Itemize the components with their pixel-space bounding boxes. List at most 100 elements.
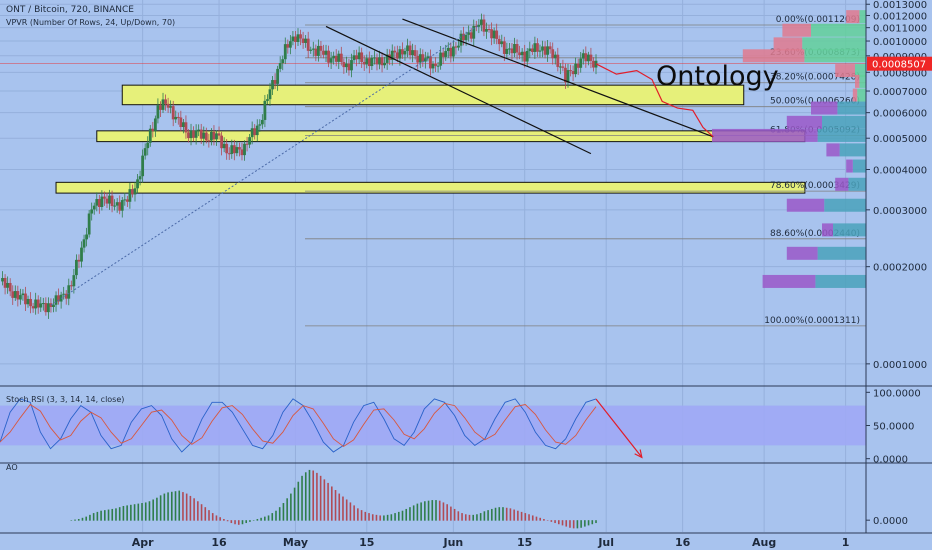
vpvr-up-bar — [837, 101, 866, 115]
candle-body — [464, 34, 468, 41]
candle-body — [360, 52, 364, 62]
vpvr-down-bar — [786, 246, 818, 260]
candle-body — [553, 54, 557, 59]
vpvr-down-bar — [822, 223, 833, 237]
vpvr-down-bar — [835, 64, 855, 78]
candle-body — [194, 130, 198, 138]
candle-body — [184, 122, 188, 133]
candle-body — [533, 43, 537, 52]
candle-body — [151, 128, 155, 131]
stoch-arrow-head — [634, 449, 643, 459]
candle-body — [426, 56, 430, 59]
candle-body — [365, 58, 369, 65]
candle-body — [271, 80, 274, 90]
candle-body — [467, 32, 471, 35]
stoch-rsi-label: Stoch RSI (3, 3, 14, 14, close) — [6, 395, 124, 404]
candle-body — [416, 56, 420, 63]
stoch-tick-label: 50.0000 — [873, 421, 914, 432]
price-tick-label: 0.0004000 — [873, 165, 927, 176]
candle-body — [39, 303, 43, 308]
candle-body — [398, 49, 402, 59]
candle-body — [579, 58, 583, 68]
candle-body — [29, 298, 32, 307]
vpvr-up-bar — [822, 115, 866, 129]
candle-body — [304, 38, 308, 43]
candle-body — [31, 306, 35, 309]
candle-body — [502, 41, 506, 54]
candle-body — [485, 29, 488, 32]
candle-body — [383, 62, 387, 66]
candle-body — [118, 202, 122, 211]
candle-body — [232, 145, 236, 154]
candle-body — [57, 295, 60, 302]
time-tick-label: 15 — [517, 536, 532, 549]
candle-body — [375, 57, 379, 65]
candle-body — [131, 189, 134, 195]
candle-body — [87, 213, 91, 235]
candle-body — [561, 66, 565, 68]
candle-body — [431, 63, 435, 69]
candle-body — [523, 51, 527, 62]
price-tick-label: 0.0007000 — [873, 87, 927, 98]
candle-body — [487, 29, 491, 31]
vpvr-down-bar — [742, 49, 805, 63]
candle-body — [235, 147, 239, 154]
candle-body — [541, 46, 544, 51]
stoch-rsi-pane: 100.0000 50.0000 0.0000 — [0, 388, 921, 466]
candle-body — [490, 29, 493, 39]
vpvr-up-bar — [817, 246, 866, 260]
candle-body — [538, 50, 542, 52]
candle-body — [90, 209, 94, 214]
vpvr-down-bar — [846, 10, 860, 24]
candle-body — [319, 45, 323, 51]
candle-body — [406, 45, 409, 52]
candle-body — [108, 195, 111, 204]
candle-body — [95, 199, 99, 206]
candle-body — [530, 48, 534, 52]
candle-body — [199, 129, 203, 139]
candle-body — [436, 65, 440, 67]
candle-body — [515, 44, 519, 53]
candle-body — [316, 45, 320, 56]
candle-body — [418, 54, 422, 63]
vpvr-down-bar — [786, 115, 822, 129]
candle-body — [378, 57, 381, 65]
candle-body — [207, 140, 211, 142]
fib-level-label: 100.00%(0.0001311) — [764, 316, 860, 326]
vpvr-down-bar — [773, 37, 803, 51]
vpvr-up-bar — [855, 64, 866, 78]
candle-body — [311, 48, 315, 50]
ao-pane: 0.0000 — [70, 469, 908, 529]
candle-body — [62, 293, 66, 295]
candle-body — [281, 59, 285, 64]
candle-body — [166, 103, 170, 108]
candle-body — [187, 132, 190, 139]
candle-body — [334, 55, 338, 62]
candle-body — [332, 55, 336, 59]
candle-body — [159, 105, 162, 110]
candle-body — [543, 46, 547, 55]
candle-body — [273, 80, 277, 84]
time-tick-label: 15 — [359, 536, 374, 549]
candle-body — [454, 46, 458, 48]
candle-body — [54, 295, 58, 305]
price-tick-label: 0.0001000 — [873, 360, 927, 371]
vpvr-up-bar — [811, 23, 866, 37]
vpvr-down-bar — [835, 177, 849, 191]
candle-body — [390, 50, 394, 60]
price-tick-label: 0.0012000 — [873, 11, 927, 22]
vpvr-down-bar — [826, 143, 840, 157]
candle-body — [148, 128, 152, 143]
candle-body — [227, 153, 231, 155]
candle-body — [411, 50, 415, 56]
price-tick-label: 0.0013000 — [873, 0, 927, 11]
candle-body — [250, 128, 254, 138]
candle-body — [505, 48, 509, 54]
stoch-tick-label: 100.0000 — [873, 388, 921, 399]
candle-body — [592, 60, 595, 68]
candle-body — [569, 70, 572, 72]
candle-body — [128, 189, 132, 202]
candle-body — [342, 62, 346, 68]
ao-label: AO — [6, 463, 18, 472]
